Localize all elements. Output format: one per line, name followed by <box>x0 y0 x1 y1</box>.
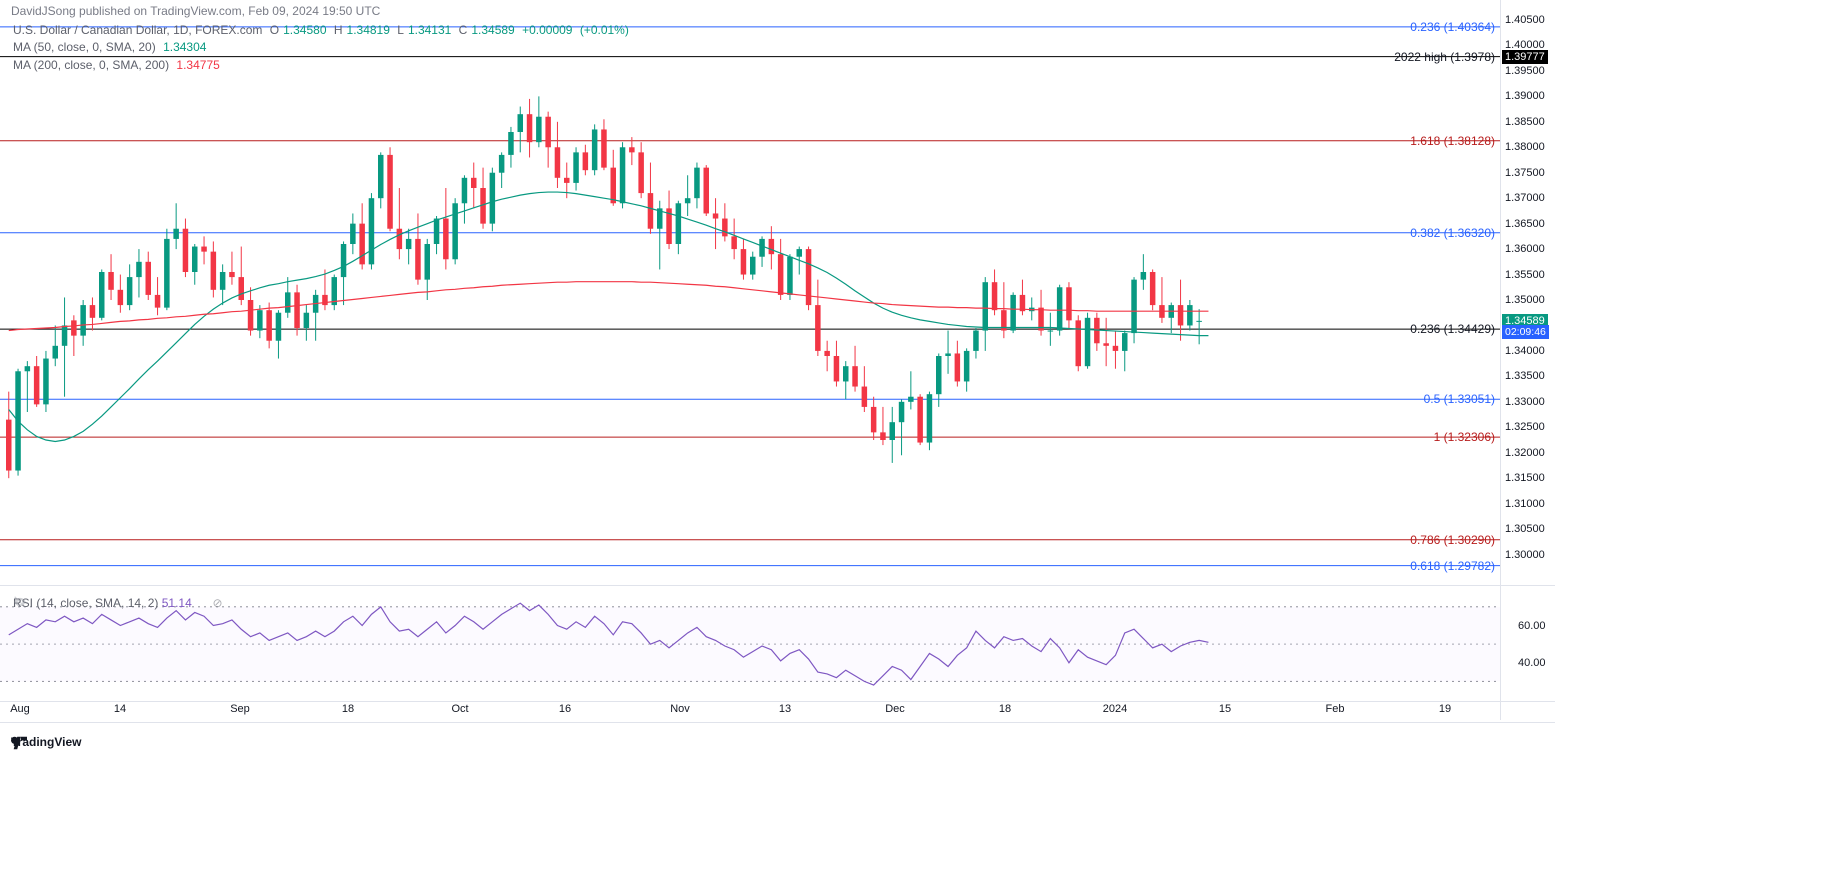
chart-legend: U.S. Dollar / Canadian Dollar, 1D, FOREX… <box>13 22 633 74</box>
pane-divider[interactable] <box>0 585 1555 586</box>
price-tick: 1.37000 <box>1505 192 1545 204</box>
axis-tag-2022high: 1.39777 <box>1502 50 1548 64</box>
rsi-tick: 40.00 <box>1518 657 1546 669</box>
level-label: 1 (1.32306) <box>1434 430 1495 444</box>
time-tick: Nov <box>670 703 690 715</box>
price-tick: 1.40500 <box>1505 14 1545 26</box>
price-tick: 1.39500 <box>1505 65 1545 77</box>
price-tick: 1.38500 <box>1505 116 1545 128</box>
bottom-border <box>0 722 1555 723</box>
visibility-icon[interactable] <box>195 595 209 609</box>
price-axis[interactable]: 1.30000 1.30500 1.31000 1.31500 1.32000 1.325… <box>1500 20 1555 580</box>
time-tick: 19 <box>1439 703 1451 715</box>
time-tick: Dec <box>885 703 905 715</box>
level-label: 2022 high (1.3978) <box>1394 50 1495 64</box>
price-tick: 1.38000 <box>1505 141 1545 153</box>
time-tick: Aug <box>10 703 30 715</box>
price-tick: 1.32000 <box>1505 447 1545 459</box>
rsi-legend: RSI (14, close, SMA, 14, 2) 51.14 ⊘ <box>13 595 223 610</box>
level-label: 0.236 (1.40364) <box>1410 20 1495 34</box>
level-label: 0.5 (1.33051) <box>1424 392 1495 406</box>
publish-line: DavidJSong published on TradingView.com,… <box>11 4 380 18</box>
time-tick: 18 <box>342 703 354 715</box>
price-tick: 1.33000 <box>1505 396 1545 408</box>
price-tick: 1.37500 <box>1505 167 1545 179</box>
price-chart[interactable]: 0.236 (1.40364) 2022 high (1.3978) 1.618 (… <box>0 20 1500 580</box>
time-tick: Feb <box>1326 703 1345 715</box>
pane-divider-2 <box>0 701 1555 702</box>
price-tick: 1.32500 <box>1505 421 1545 433</box>
price-tick: 1.34000 <box>1505 345 1545 357</box>
price-tick: 1.36000 <box>1505 243 1545 255</box>
price-tick: 1.31500 <box>1505 472 1545 484</box>
time-axis[interactable]: Aug 14 Sep 18 Oct 16 Nov 13 Dec 18 2024 15 Feb 19 <box>0 703 1500 721</box>
time-tick: 16 <box>559 703 571 715</box>
level-label: 1.618 (1.38128) <box>1410 134 1495 148</box>
time-tick: 15 <box>1219 703 1231 715</box>
price-tick: 1.35000 <box>1505 294 1545 306</box>
chart-root: DavidJSong published on TradingView.com,… <box>0 0 1835 891</box>
price-tick: 1.30000 <box>1505 549 1545 561</box>
time-tick: 13 <box>779 703 791 715</box>
time-tick: Sep <box>230 703 250 715</box>
price-tick: 1.30500 <box>1505 523 1545 535</box>
price-tick: 1.36500 <box>1505 218 1545 230</box>
tradingview-logo[interactable]: TradingView <box>11 735 81 749</box>
time-tick: Oct <box>451 703 468 715</box>
rsi-chart[interactable] <box>0 592 1500 700</box>
countdown-tag: 02:09:46 <box>1502 325 1549 339</box>
level-label: 0.786 (1.30290) <box>1410 533 1495 547</box>
rsi-axis[interactable]: 40.00 60.00 <box>1500 592 1555 700</box>
level-label: 0.618 (1.29782) <box>1410 559 1495 573</box>
rsi-tick: 60.00 <box>1518 620 1546 632</box>
price-tick: 1.33500 <box>1505 370 1545 382</box>
price-tick: 1.31000 <box>1505 498 1545 510</box>
time-tick: 14 <box>114 703 126 715</box>
time-tick: 2024 <box>1103 703 1127 715</box>
level-label: 0.382 (1.36320) <box>1410 226 1495 240</box>
price-tick: 1.35500 <box>1505 269 1545 281</box>
time-tick: 18 <box>999 703 1011 715</box>
price-tick: 1.39000 <box>1505 90 1545 102</box>
level-label: 0.236 (1.34429) <box>1410 322 1495 336</box>
